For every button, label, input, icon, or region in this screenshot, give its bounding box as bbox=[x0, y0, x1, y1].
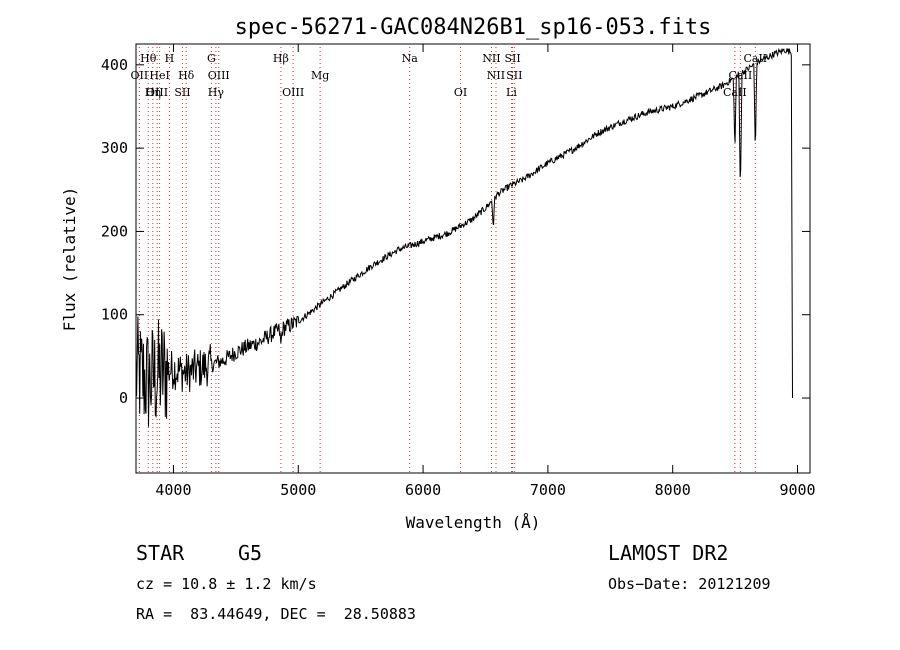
chart-title: spec-56271-GAC084N26B1_sp16-053.fits bbox=[235, 15, 712, 40]
line-marker-label: CaII bbox=[723, 86, 747, 99]
x-tick-label: 8000 bbox=[655, 481, 691, 499]
line-marker-label: HeI bbox=[149, 69, 169, 82]
x-axis-label: Wavelength (Å) bbox=[406, 513, 541, 532]
line-marker-label: SII bbox=[506, 69, 522, 82]
sky-coordinates: RA = 83.44649, DEC = 28.50883 bbox=[136, 605, 416, 623]
y-tick-label: 100 bbox=[101, 306, 128, 324]
redshift-velocity: cz = 10.8 ± 1.2 km/s bbox=[136, 575, 317, 593]
line-marker-label: Hβ bbox=[273, 52, 289, 65]
line-marker-label: Hδ bbox=[178, 69, 195, 82]
x-tick-label: 9000 bbox=[779, 481, 815, 499]
line-marker-label: OIII bbox=[146, 86, 168, 99]
x-tick-label: 7000 bbox=[530, 481, 566, 499]
object-class: STAR bbox=[136, 541, 185, 565]
spectrum-series bbox=[135, 47, 793, 427]
line-marker-label: CaII bbox=[729, 69, 753, 82]
line-marker-label: NII bbox=[482, 52, 500, 65]
x-tick-label: 5000 bbox=[280, 481, 316, 499]
y-tick-label: 0 bbox=[119, 389, 128, 407]
y-tick-label: 200 bbox=[101, 222, 128, 240]
observation-date: Obs−Date: 20121209 bbox=[608, 575, 771, 593]
line-marker-label: CaII bbox=[743, 52, 767, 65]
line-marker-label: SII bbox=[504, 52, 520, 65]
line-marker-label: OI bbox=[454, 86, 467, 99]
line-marker-label: G bbox=[207, 52, 216, 65]
y-axis-label: Flux (relative) bbox=[60, 187, 79, 332]
x-tick-label: 6000 bbox=[405, 481, 441, 499]
plot-frame bbox=[135, 43, 811, 474]
line-marker-label: SII bbox=[174, 86, 190, 99]
survey-name: LAMOST DR2 bbox=[608, 541, 729, 565]
line-marker-label: Hθ bbox=[140, 52, 157, 65]
y-tick-label: 400 bbox=[101, 56, 128, 74]
line-marker-label: Mg bbox=[311, 69, 329, 82]
line-marker-label: Hγ bbox=[208, 86, 225, 99]
line-marker-label: H bbox=[165, 52, 175, 65]
line-marker-label: Na bbox=[402, 52, 419, 65]
object-subclass: G5 bbox=[238, 541, 263, 565]
line-marker-label: OII bbox=[131, 69, 149, 82]
y-tick-label: 300 bbox=[101, 139, 128, 157]
axis-ticks: 4000 5000 6000 7000 8000 9000 0 100 200 300 400 bbox=[101, 44, 816, 499]
line-marker-label: NII bbox=[487, 69, 505, 82]
line-marker-label: Li bbox=[506, 86, 517, 99]
line-marker-label: OIII bbox=[208, 69, 230, 82]
line-marker-label: OIII bbox=[282, 86, 304, 99]
x-tick-label: 4000 bbox=[155, 481, 191, 499]
line-marker-label: Hη bbox=[145, 86, 161, 99]
line-markers bbox=[138, 47, 756, 473]
line-marker-labels: Hθ OII OIII H HeI Hη Hδ SII G OIII Hγ Hβ OIII Mg Na OI N… bbox=[131, 52, 768, 99]
